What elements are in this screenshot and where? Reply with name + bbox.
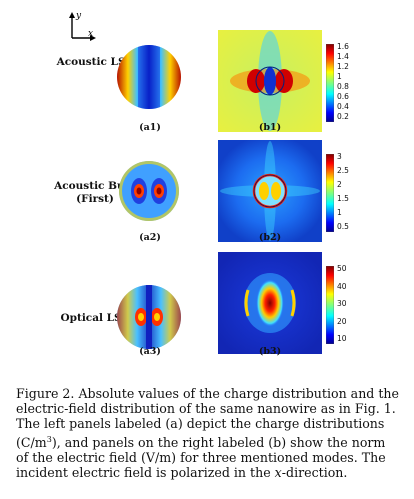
colorbar-tick-label: 20 (337, 316, 347, 326)
charge-map-a2 (119, 161, 179, 221)
colorbar-tick-label: 10 (337, 334, 347, 343)
charge-map-a3 (117, 285, 181, 349)
colorbar-tick-label: 0.2 (337, 112, 349, 121)
colorbar-tick-label: 1.2 (337, 62, 349, 71)
caption-text-1: Absolute values of the charge distributi… (16, 386, 399, 450)
colorbar-tick-label: 1.6 (337, 42, 349, 51)
colorbar-b2 (326, 154, 334, 232)
colorbar-b3 (326, 266, 334, 344)
colorbar-tick-label: 1 (337, 72, 342, 81)
colorbar-tick-label: 2 (337, 180, 342, 189)
colorbar-tick-label: 1.5 (337, 194, 349, 203)
colorbar-tick-label: 0.6 (337, 92, 349, 101)
panel-label-a2: (a2) (139, 232, 161, 243)
field-map-b1 (218, 30, 322, 132)
row-label-acoustic-bulk: Acoustic Bulk (First) (54, 180, 136, 205)
colorbar-tick-label: 0.4 (337, 102, 349, 111)
colorbar-tick-label: 1.4 (337, 52, 349, 61)
colorbar-tick-label: 0.8 (337, 82, 349, 91)
colorbar-tick-label: 0.5 (337, 222, 349, 231)
figure-caption: Figure 2. Absolute values of the charge … (16, 386, 400, 480)
colorbar-tick-label: 50 (337, 264, 347, 273)
colorbar-tick-label: 1 (337, 208, 342, 217)
coordinate-axes-icon: y x (69, 11, 96, 41)
colorbar-b1 (326, 44, 334, 122)
row-label-optical-lsp: Optical LSP (60, 312, 130, 324)
y-axis-label: y (75, 11, 82, 21)
panel-label-a3: (a3) (139, 346, 161, 357)
charge-map-a1 (117, 45, 181, 109)
colorbar-tick-label: 30 (337, 299, 347, 308)
panel-label-b1: (b1) (258, 122, 282, 133)
field-map-b3 (218, 252, 322, 354)
field-map-b2 (218, 140, 322, 242)
caption-text-3: -direction. (281, 465, 348, 481)
x-axis-label: x (88, 29, 93, 39)
caption-italic: x (274, 465, 282, 481)
colorbar-tick-label: 2.5 (337, 166, 349, 175)
caption-superscript: 3 (46, 434, 52, 444)
row-label-acoustic-lsp: Acoustic LSP (56, 56, 134, 68)
caption-text-2: ), and panels on the right labeled (b) s… (16, 434, 386, 481)
caption-lead: Figure 2. (16, 386, 75, 401)
panel-label-b2: (b2) (258, 232, 282, 243)
panel-label-a1: (a1) (139, 122, 161, 133)
colorbar-tick-label: 3 (337, 152, 342, 161)
panel-label-b3: (b3) (258, 346, 282, 357)
colorbar-tick-label: 40 (337, 281, 347, 291)
